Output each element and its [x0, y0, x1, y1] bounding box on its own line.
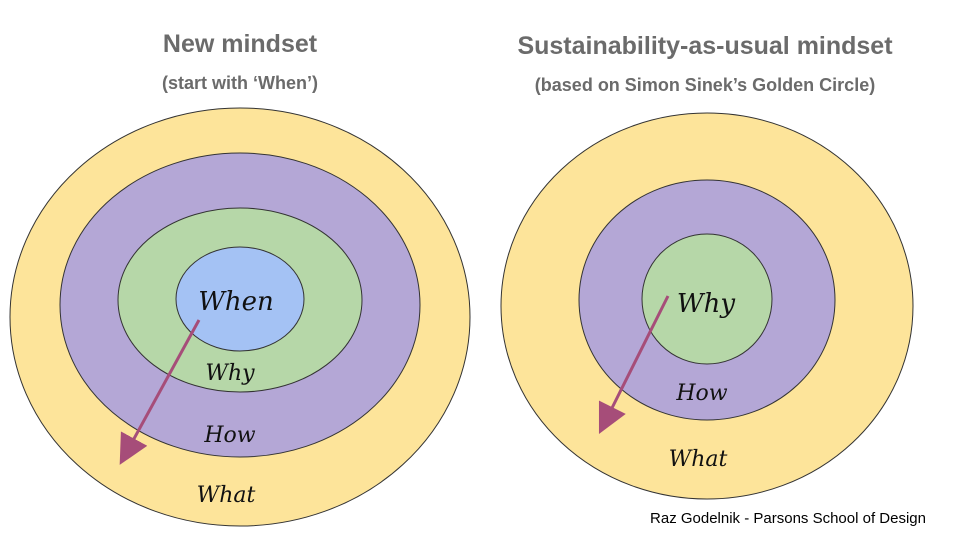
right-direction-arrow: [598, 295, 670, 435]
left-diagram-title: New mindset: [162, 30, 318, 58]
right-label-how: How: [675, 381, 727, 406]
right-label-why: Why: [677, 289, 735, 319]
right-diagram-subtitle: (based on Simon Sinek’s Golden Circle): [534, 75, 876, 95]
left-diagram-subtitle: (start with ‘When’): [162, 73, 318, 93]
left-label-when: When: [198, 287, 274, 317]
left-diagram: When Why How What: [9, 107, 471, 527]
right-diagram: Why How What: [500, 112, 914, 500]
right-label-what: What: [669, 447, 728, 472]
left-ring-when: [175, 246, 305, 352]
left-label-why: Why: [205, 361, 255, 386]
left-direction-arrow: [119, 319, 201, 465]
left-label-how: How: [203, 423, 255, 448]
right-diagram-title: Sustainability-as-usual mindset: [517, 32, 893, 60]
left-label-what: What: [197, 483, 256, 508]
credit-text: Raz Godelnik - Parsons School of Design: [650, 510, 926, 527]
right-ring-why: [641, 233, 773, 365]
